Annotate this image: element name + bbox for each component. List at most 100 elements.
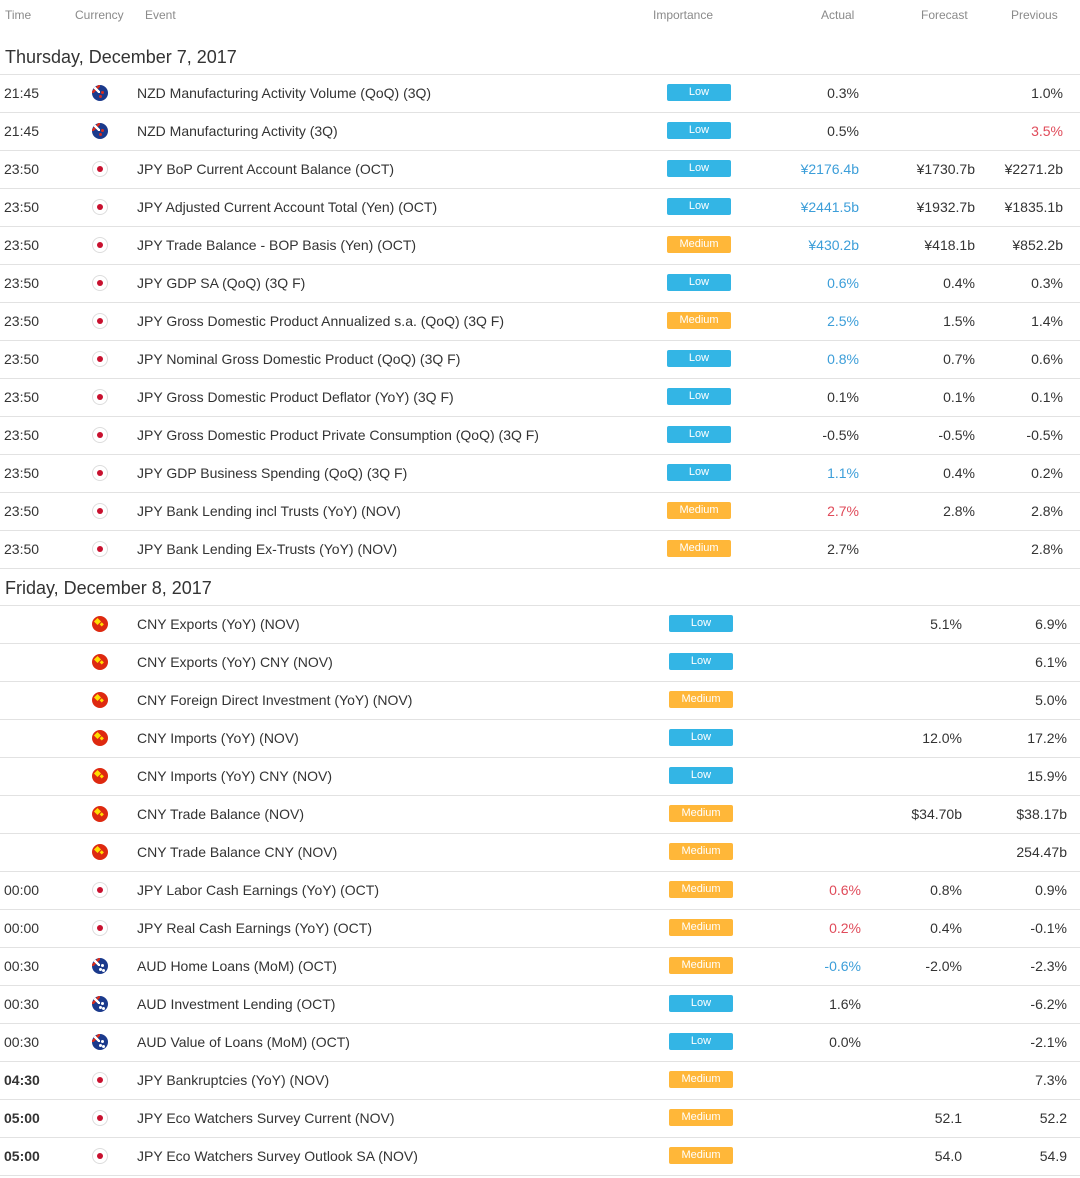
importance-badge: Low [667,274,731,291]
header-forecast[interactable]: Forecast [921,8,968,22]
event-row[interactable]: 23:50 JPY Adjusted Current Account Total … [0,189,1080,227]
event-name[interactable]: CNY Foreign Direct Investment (YoY) (NOV… [137,692,413,708]
event-name[interactable]: NZD Manufacturing Activity (3Q) [137,123,338,139]
actual-value: ¥2441.5b [800,199,859,215]
importance-badge: Medium [669,805,733,822]
event-time: 23:50 [4,351,40,367]
actual-value: 2.5% [827,313,859,329]
importance-badge: Low [669,653,733,670]
importance-badge: Medium [667,540,731,557]
event-time: 23:50 [4,275,40,291]
event-name[interactable]: JPY Gross Domestic Product Private Consu… [137,427,539,443]
event-row[interactable]: 23:50 JPY BoP Current Account Balance (OC… [0,151,1080,189]
event-row[interactable]: 23:50 JPY Bank Lending Ex-Trusts (YoY) (N… [0,531,1080,569]
event-row[interactable]: CNY Foreign Direct Investment (YoY) (NOV… [0,682,1080,720]
jpy-flag-icon [92,541,108,557]
event-row[interactable]: 23:50 JPY GDP SA (QoQ) (3Q F) Low 0.6% 0.4% 0… [0,265,1080,303]
event-row[interactable]: 23:50 JPY Gross Domestic Product Deflator… [0,379,1080,417]
event-name[interactable]: JPY Bank Lending incl Trusts (YoY) (NOV) [137,503,401,519]
importance-badge: Low [667,122,731,139]
event-name[interactable]: CNY Imports (YoY) CNY (NOV) [137,768,333,784]
event-name[interactable]: AUD Home Loans (MoM) (OCT) [137,958,337,974]
actual-value: 1.6% [829,996,861,1012]
event-name[interactable]: CNY Exports (YoY) CNY (NOV) [137,654,333,670]
jpy-flag-icon [92,882,108,898]
event-name[interactable]: NZD Manufacturing Activity Volume (QoQ) … [137,85,432,101]
event-row[interactable]: 00:00 JPY Labor Cash Earnings (YoY) (OCT)… [0,872,1080,910]
event-name[interactable]: JPY Adjusted Current Account Total (Yen)… [137,199,438,215]
event-name[interactable]: AUD Value of Loans (MoM) (OCT) [137,1034,350,1050]
event-row[interactable]: CNY Imports (YoY) CNY (NOV) Low 15.9% [0,758,1080,796]
event-name[interactable]: CNY Imports (YoY) (NOV) [137,730,299,746]
header-importance[interactable]: Importance [653,8,714,22]
event-name[interactable]: CNY Trade Balance (NOV) [137,806,305,822]
previous-value: 254.47b [1016,844,1067,860]
event-name[interactable]: JPY GDP Business Spending (QoQ) (3Q F) [137,465,408,481]
event-name[interactable]: CNY Exports (YoY) (NOV) [137,616,300,632]
previous-value: -0.5% [1026,427,1063,443]
header-actual[interactable]: Actual [821,8,855,22]
event-row[interactable]: 21:45 NZD Manufacturing Activity Volume (… [0,75,1080,113]
event-name[interactable]: JPY GDP SA (QoQ) (3Q F) [137,275,306,291]
event-row[interactable]: 23:50 JPY Trade Balance - BOP Basis (Yen)… [0,227,1080,265]
event-name[interactable]: JPY Bankruptcies (YoY) (NOV) [137,1072,330,1088]
previous-value: 7.3% [1035,1072,1067,1088]
event-row[interactable]: CNY Trade Balance CNY (NOV) Medium 254.47b [0,834,1080,872]
actual-value: ¥2176.4b [800,161,859,177]
forecast-value: ¥1730.7b [916,161,975,177]
forecast-value: 0.7% [943,351,975,367]
event-row[interactable]: 00:30 AUD Home Loans (MoM) (OCT) Medium -0.… [0,948,1080,986]
previous-value: 15.9% [1027,768,1067,784]
previous-value: 6.9% [1035,616,1067,632]
jpy-flag-icon [92,199,108,215]
event-row[interactable]: CNY Exports (YoY) (NOV) Low 5.1% 6.9% [0,606,1080,644]
event-row[interactable]: 23:50 JPY Nominal Gross Domestic Product … [0,341,1080,379]
aud-flag-icon [92,1034,108,1050]
header-time[interactable]: Time [5,8,32,22]
event-time: 23:50 [4,427,40,443]
event-time: 00:00 [4,920,40,936]
forecast-value: 54.0 [934,1148,962,1164]
event-name[interactable]: AUD Investment Lending (OCT) [137,996,336,1012]
forecast-value: 5.1% [930,616,962,632]
event-row[interactable]: 05:00 JPY Eco Watchers Survey Current (NO… [0,1100,1080,1138]
event-name[interactable]: JPY Gross Domestic Product Annualized s.… [137,313,504,329]
event-name[interactable]: JPY Nominal Gross Domestic Product (QoQ)… [137,351,461,367]
event-row[interactable]: 00:00 JPY Real Cash Earnings (YoY) (OCT) M… [0,910,1080,948]
header-previous[interactable]: Previous [1011,8,1058,22]
jpy-flag-icon [92,389,108,405]
event-row[interactable]: 04:30 JPY Bankruptcies (YoY) (NOV) Medium 7… [0,1062,1080,1100]
event-name[interactable]: JPY BoP Current Account Balance (OCT) [137,161,395,177]
event-name[interactable]: JPY Trade Balance - BOP Basis (Yen) (OCT… [137,237,417,253]
importance-badge: Medium [669,691,733,708]
event-name[interactable]: JPY Eco Watchers Survey Current (NOV) [137,1110,395,1126]
event-row[interactable]: CNY Exports (YoY) CNY (NOV) Low 6.1% [0,644,1080,682]
event-row[interactable]: 23:50 JPY Gross Domestic Product Private … [0,417,1080,455]
previous-value: 0.9% [1035,882,1067,898]
event-time: 23:50 [4,237,40,253]
event-row[interactable]: 23:50 JPY Bank Lending incl Trusts (YoY) … [0,493,1080,531]
importance-badge: Low [669,615,733,632]
event-name[interactable]: JPY Labor Cash Earnings (YoY) (OCT) [137,882,379,898]
importance-badge: Medium [669,843,733,860]
event-row[interactable]: 23:50 JPY Gross Domestic Product Annualiz… [0,303,1080,341]
event-time: 23:50 [4,465,40,481]
previous-value: ¥1835.1b [1004,199,1063,215]
header-event[interactable]: Event [145,8,176,22]
event-row[interactable]: 00:30 AUD Value of Loans (MoM) (OCT) Low 0.… [0,1024,1080,1062]
event-row[interactable]: 00:30 AUD Investment Lending (OCT) Low 1.6%… [0,986,1080,1024]
header-currency[interactable]: Currency [75,8,124,22]
event-row[interactable]: CNY Imports (YoY) (NOV) Low 12.0% 17.2% [0,720,1080,758]
event-name[interactable]: JPY Real Cash Earnings (YoY) (OCT) [137,920,372,936]
event-row[interactable]: 23:50 JPY GDP Business Spending (QoQ) (3Q… [0,455,1080,493]
event-row[interactable]: 05:00 JPY Eco Watchers Survey Outlook SA … [0,1138,1080,1176]
event-name[interactable]: JPY Bank Lending Ex-Trusts (YoY) (NOV) [137,541,398,557]
event-name[interactable]: JPY Eco Watchers Survey Outlook SA (NOV) [137,1148,418,1164]
actual-value: 0.6% [829,882,861,898]
actual-value: 2.7% [827,503,859,519]
jpy-flag-icon [92,427,108,443]
event-row[interactable]: CNY Trade Balance (NOV) Medium $34.70b $38.… [0,796,1080,834]
event-row[interactable]: 21:45 NZD Manufacturing Activity (3Q) Low 0… [0,113,1080,151]
event-name[interactable]: CNY Trade Balance CNY (NOV) [137,844,338,860]
event-name[interactable]: JPY Gross Domestic Product Deflator (YoY… [137,389,454,405]
